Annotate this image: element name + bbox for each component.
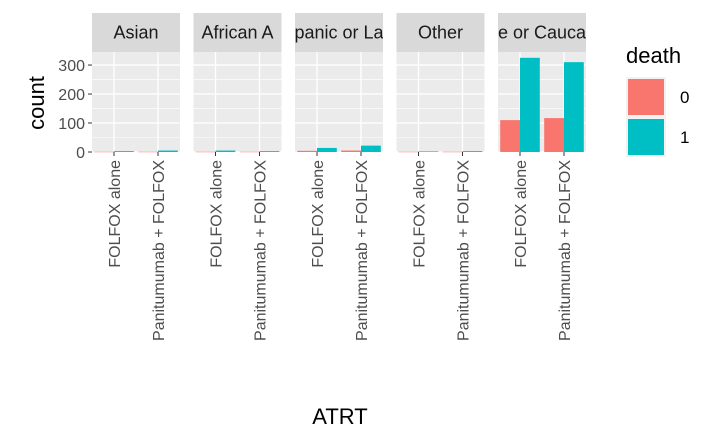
x-tick-label: Panitumumab + FOLFOX — [456, 160, 473, 341]
x-tick-label: FOLFOX alone — [107, 160, 124, 268]
facet-strip-label: Asian — [113, 23, 158, 43]
legend-label-0: 0 — [680, 88, 689, 107]
y-tick-label: 0 — [76, 145, 85, 162]
bar-death-1 — [462, 151, 483, 152]
legend-swatch-0 — [628, 79, 664, 115]
facet-panel-bg — [295, 52, 383, 152]
x-tick-label: FOLFOX alone — [412, 160, 429, 268]
facet-panel-bg — [92, 52, 180, 152]
bar-death-0 — [94, 151, 114, 153]
bar-death-1 — [158, 150, 178, 152]
bar-death-0 — [239, 151, 260, 153]
legend-label-1: 1 — [680, 128, 689, 147]
facet-strip-bg — [193, 13, 282, 52]
y-axis-title: count — [24, 76, 49, 130]
facet-panel-bg — [396, 52, 485, 152]
bar-death-0 — [442, 151, 463, 153]
y-tick-label: 300 — [58, 58, 85, 75]
legend-title: death — [626, 43, 681, 68]
y-tick-label: 200 — [58, 87, 85, 104]
bar-death-1 — [317, 147, 337, 152]
legend-swatch-1 — [628, 119, 664, 155]
facet-strip-label: e or Cauca — [498, 23, 587, 43]
bar-death-0 — [195, 151, 216, 153]
legend: death 0 1 — [626, 43, 689, 157]
bar-death-0 — [544, 118, 564, 152]
bar-death-0 — [398, 151, 419, 153]
x-tick-label: FOLFOX alone — [513, 160, 530, 268]
x-axis: FOLFOX alone Panitumumab + FOLFOX FOLFOX a… — [107, 152, 574, 341]
x-tick-label: Panitumumab + FOLFOX — [253, 160, 270, 341]
facet-strip-bg — [295, 13, 383, 52]
facet-strip-bg — [92, 13, 180, 52]
facet-strip-label: African A — [201, 23, 273, 43]
facet-strip-bg — [396, 13, 485, 52]
facet-strip-label: panic or La — [294, 23, 384, 43]
x-tick-label: Panitumumab + FOLFOX — [557, 160, 574, 341]
bar-death-1 — [520, 57, 540, 152]
facet-panels — [92, 52, 586, 153]
facet-strips: Asian African A panic or La Other e or Cauca — [92, 13, 587, 52]
bar-death-1 — [418, 151, 439, 152]
bar-death-1 — [564, 62, 584, 152]
bar-death-1 — [215, 150, 236, 152]
x-tick-label: FOLFOX alone — [310, 160, 327, 268]
x-axis-title: ATRT — [312, 404, 367, 429]
facet-strip-bg — [498, 13, 586, 52]
bar-death-1 — [259, 151, 280, 152]
y-axis: 0 100 200 300 — [58, 58, 92, 162]
y-tick-label: 100 — [58, 116, 85, 133]
facet-panel-bg — [193, 52, 282, 152]
bar-death-0 — [341, 150, 361, 152]
bar-death-0 — [500, 120, 520, 152]
bar-death-0 — [297, 150, 317, 152]
x-tick-label: Panitumumab + FOLFOX — [354, 160, 371, 341]
bar-death-1 — [361, 145, 381, 152]
x-tick-label: Panitumumab + FOLFOX — [151, 160, 168, 341]
facet-strip-label: Other — [418, 23, 463, 43]
x-tick-label: FOLFOX alone — [209, 160, 226, 268]
bar-death-0 — [138, 151, 158, 153]
bar-death-1 — [114, 151, 134, 152]
